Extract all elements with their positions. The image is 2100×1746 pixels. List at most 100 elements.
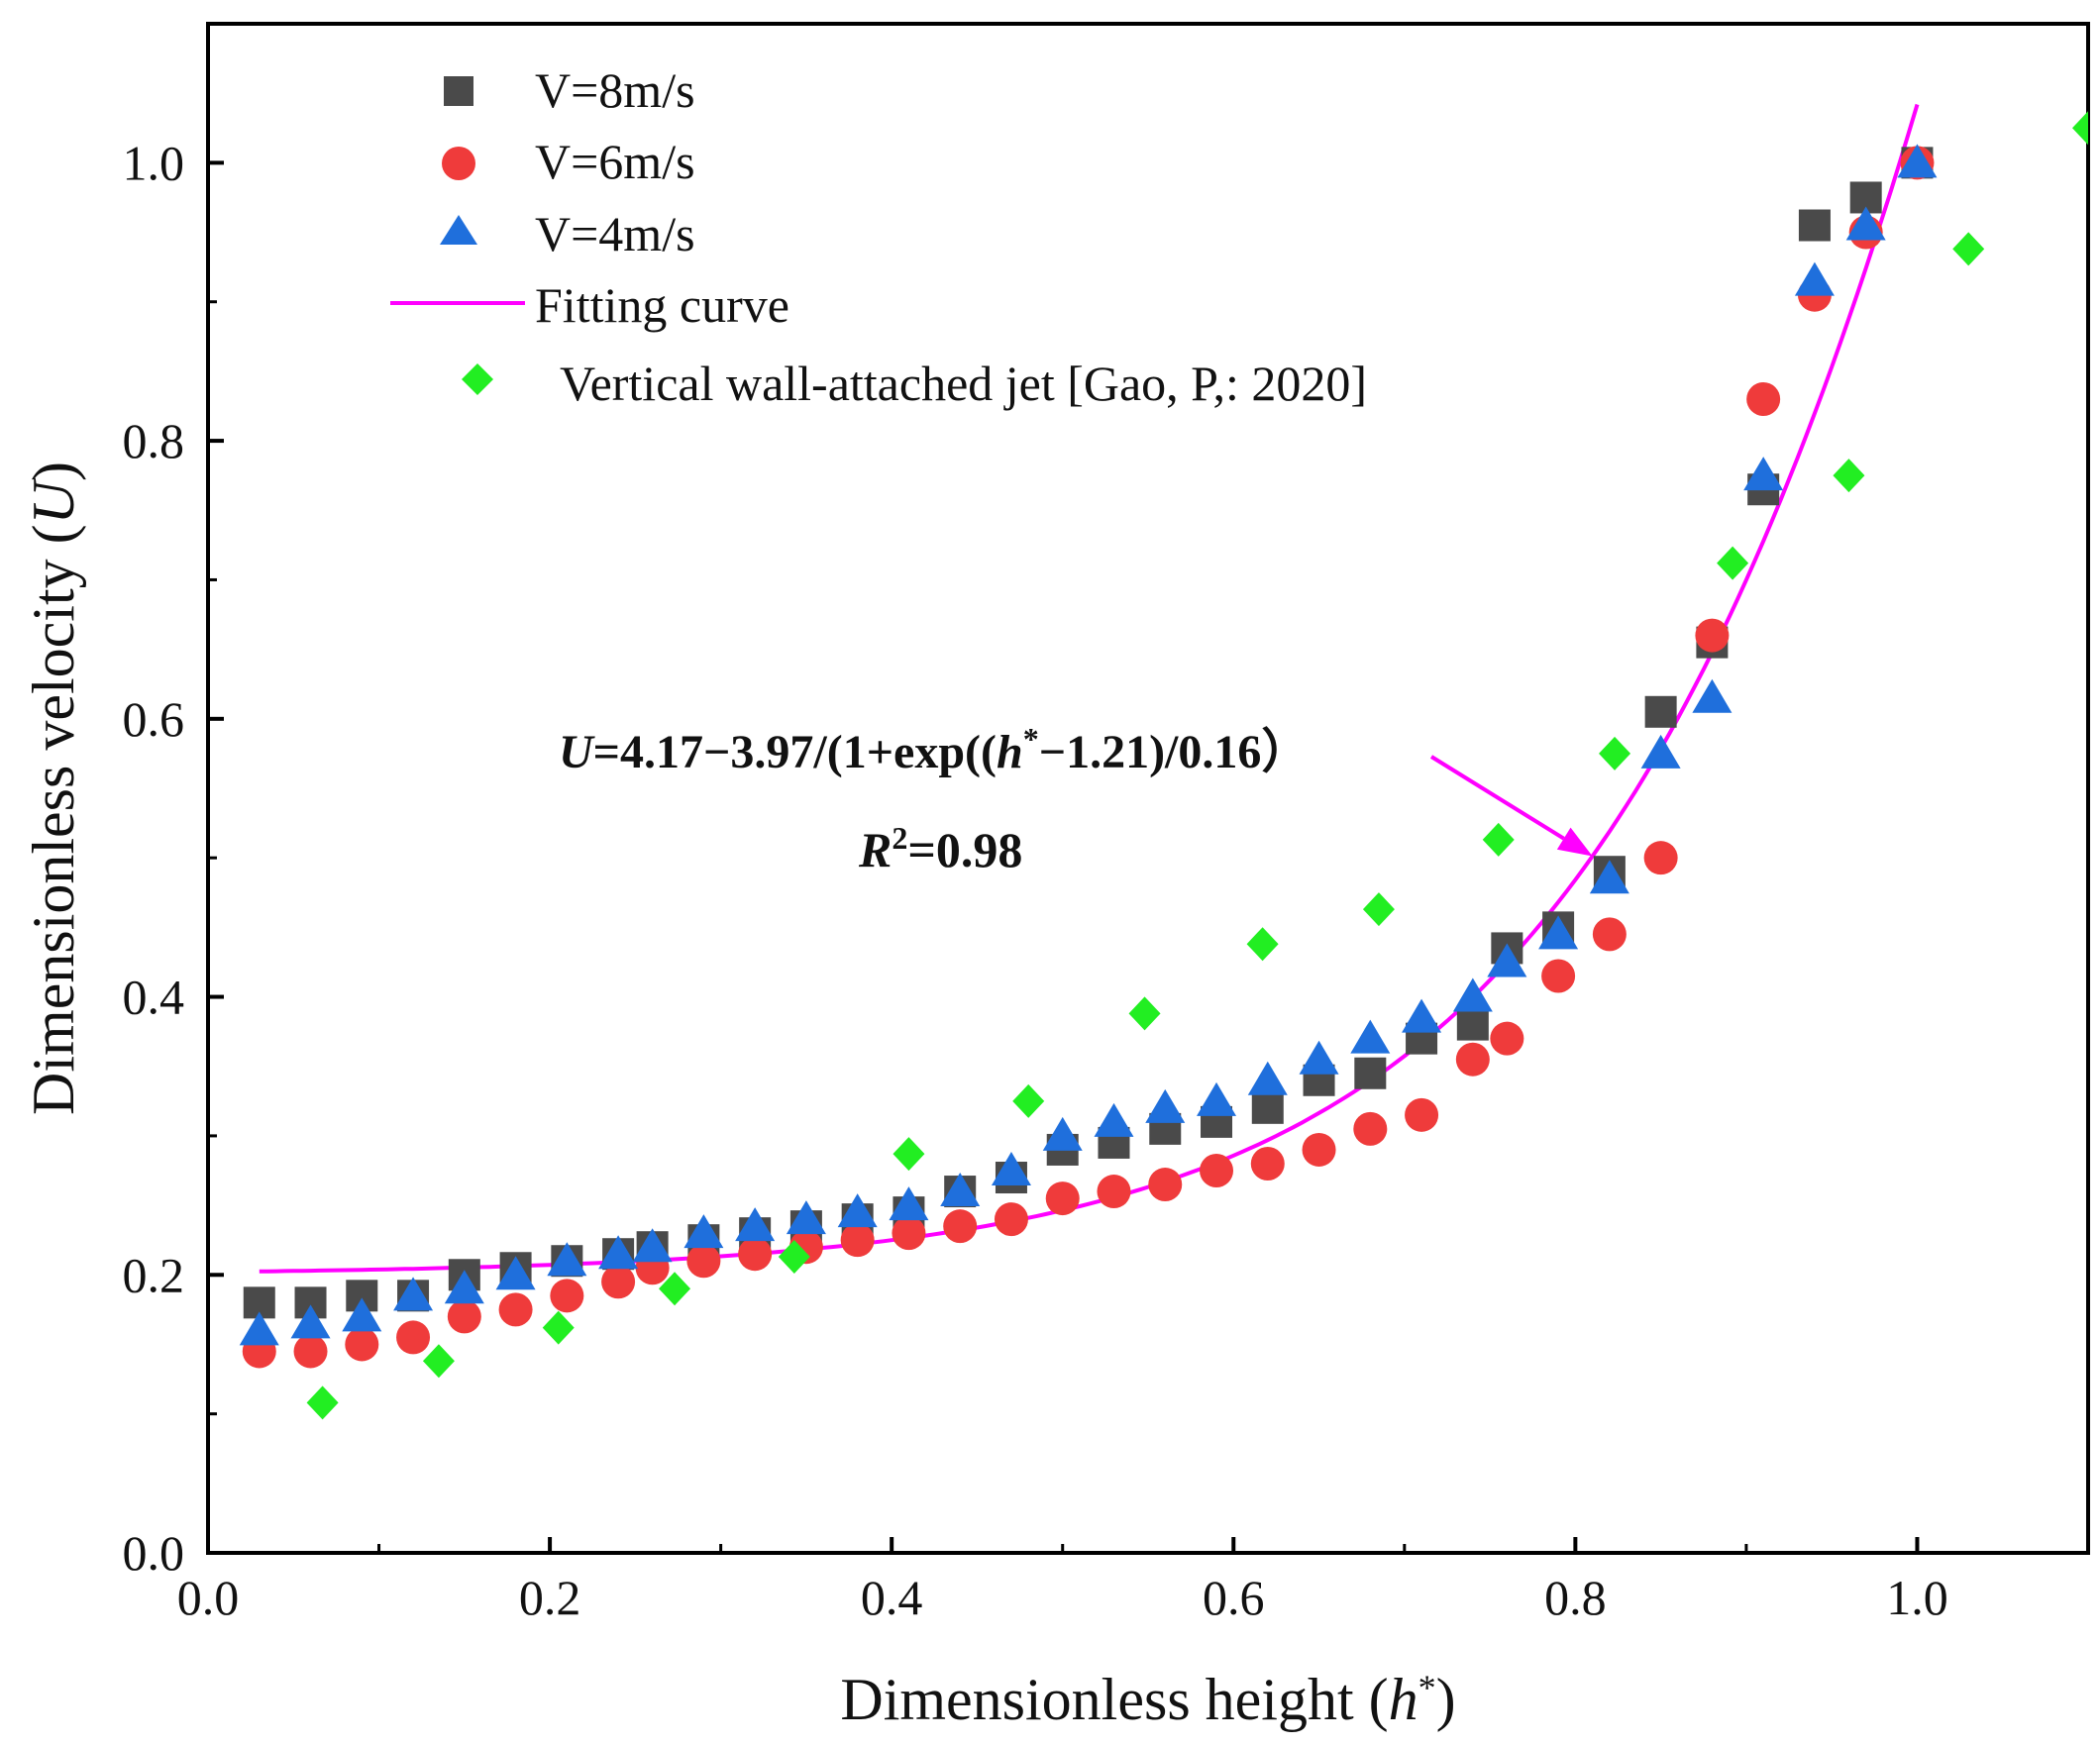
legend-diamond-marker: [462, 363, 493, 395]
data-point-circle: [1302, 1132, 1336, 1167]
data-point-triangle: [735, 1207, 776, 1242]
data-point-circle: [293, 1334, 328, 1369]
data-point-triangle: [393, 1277, 434, 1311]
data-point-square: [1456, 1008, 1489, 1041]
annotation-arrow: [1429, 755, 1593, 857]
data-point-triangle: [495, 1256, 536, 1290]
y-axis-ticks: 0.0 0.2 0.4 0.6 0.8 1.0: [123, 135, 224, 1581]
fit-curve-layer: [259, 103, 1920, 1274]
data-point-triangle: [1640, 734, 1681, 769]
y-tick-label: 0.0: [123, 1525, 185, 1581]
data-point-diamond: [1717, 546, 1749, 580]
data-point-square: [1644, 695, 1677, 728]
data-point-circle: [601, 1265, 636, 1299]
legend-label-v4: V=4m/s: [535, 206, 695, 261]
y-tick-label: 0.2: [123, 1247, 185, 1302]
data-point-triangle: [683, 1214, 724, 1249]
x-tick-label: 0.2: [519, 1570, 581, 1625]
plot-frame: [206, 22, 2090, 1555]
legend-label-gao: Vertical wall-attached jet [Gao, P,: 202…: [560, 356, 1367, 411]
data-point-diamond: [892, 1137, 925, 1172]
data-point-square: [1251, 1091, 1284, 1124]
data-point-circle: [892, 1216, 926, 1251]
arrow-shaft: [1429, 755, 1565, 841]
data-point-circle: [1541, 959, 1576, 993]
data-point-circle: [447, 1299, 481, 1334]
series-3-diamonds: [306, 111, 2088, 1420]
data-point-diamond: [659, 1272, 691, 1306]
data-point-triangle: [1589, 860, 1629, 894]
data-point-triangle: [1452, 977, 1493, 1012]
x-axis-title: Dimensionless height (h*): [840, 1667, 1455, 1732]
y-tick-label: 0.8: [123, 413, 185, 468]
data-point-circle: [1592, 917, 1627, 952]
x-tick-label: 1.0: [1886, 1570, 1948, 1625]
y-tick-label: 0.4: [123, 970, 185, 1025]
data-point-circle: [1250, 1146, 1285, 1181]
data-point-triangle: [547, 1242, 587, 1277]
data-point-diamond: [306, 1386, 339, 1420]
data-point-square: [1354, 1057, 1387, 1089]
x-tick-label: 0.8: [1544, 1570, 1607, 1625]
data-point-triangle: [1350, 1019, 1391, 1054]
data-point-triangle: [239, 1311, 279, 1346]
data-point-diamond: [2072, 111, 2088, 146]
data-point-square: [1798, 209, 1831, 242]
data-point-circle: [686, 1244, 721, 1279]
data-point-triangle: [632, 1228, 673, 1263]
data-point-diamond: [1362, 892, 1395, 927]
data-point-circle: [1148, 1168, 1183, 1202]
data-point-triangle: [889, 1186, 929, 1221]
data-point-circle: [943, 1209, 978, 1244]
data-point-circle: [498, 1292, 533, 1327]
data-point-triangle: [1538, 915, 1579, 950]
data-point-diamond: [542, 1310, 575, 1345]
series-2-triangles: [239, 144, 1938, 1346]
data-point-triangle: [991, 1152, 1031, 1185]
data-point-diamond: [422, 1344, 455, 1379]
data-point-triangle: [837, 1193, 878, 1228]
data-point-circle: [1353, 1111, 1388, 1146]
data-point-circle: [994, 1202, 1028, 1237]
legend: V=8m/s V=6m/s V=4m/s Fitting curve Verti…: [390, 62, 1367, 411]
data-point-triangle: [940, 1173, 981, 1207]
data-point-circle: [1490, 1021, 1524, 1056]
legend-square-marker: [444, 76, 473, 106]
data-point-diamond: [1833, 459, 1865, 493]
data-point-triangle: [786, 1200, 826, 1235]
data-point-circle: [1097, 1175, 1131, 1209]
data-point-diamond: [1482, 822, 1515, 857]
r-squared-label: R2=0.98: [858, 820, 1022, 877]
data-point-circle: [840, 1223, 875, 1258]
data-point-triangle: [1094, 1102, 1134, 1137]
data-point-circle: [1455, 1042, 1490, 1077]
data-point-triangle: [598, 1235, 639, 1270]
data-point-diamond: [1246, 927, 1279, 962]
data-point-triangle: [1794, 261, 1835, 296]
legend-label-v6: V=6m/s: [535, 134, 695, 189]
x-tick-label: 0.6: [1203, 1570, 1265, 1625]
data-point-circle: [738, 1237, 773, 1272]
data-point-triangle: [1743, 457, 1784, 491]
data-point-triangle: [1042, 1116, 1083, 1151]
x-tick-label: 0.0: [177, 1570, 240, 1625]
marker-layer: [239, 111, 2088, 1420]
arrow-head: [1556, 827, 1593, 857]
data-point-triangle: [1897, 144, 1938, 178]
data-point-circle: [1405, 1097, 1439, 1132]
data-point-triangle: [1845, 206, 1886, 241]
x-tick-label: 0.4: [861, 1570, 923, 1625]
data-point-triangle: [1299, 1040, 1339, 1075]
data-point-triangle: [342, 1297, 382, 1332]
data-point-diamond: [1599, 736, 1631, 770]
y-tick-label: 1.0: [123, 135, 185, 190]
data-point-diamond: [1012, 1083, 1045, 1118]
data-point-circle: [550, 1279, 584, 1313]
data-point-triangle: [290, 1304, 331, 1339]
data-point-triangle: [1145, 1088, 1186, 1123]
legend-label-fit: Fitting curve: [535, 277, 789, 333]
data-point-triangle: [1247, 1061, 1288, 1095]
data-point-circle: [1643, 841, 1678, 875]
